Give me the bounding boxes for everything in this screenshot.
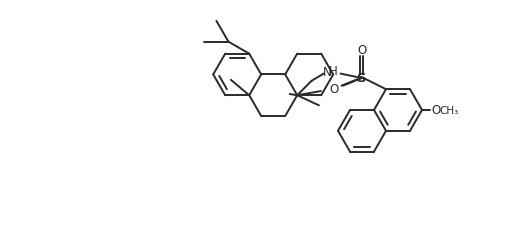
Text: N: N [323,66,332,79]
Text: H: H [329,65,338,78]
Text: O: O [431,103,441,116]
Text: CH₃: CH₃ [439,106,459,116]
Text: S: S [357,72,367,84]
Text: O: O [357,44,367,57]
Text: O: O [329,83,338,96]
